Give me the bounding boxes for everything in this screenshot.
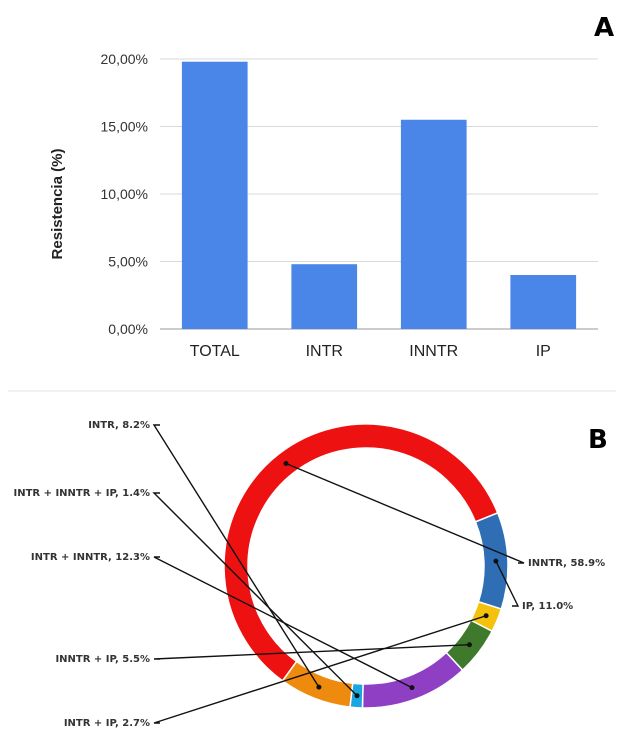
slice-labels: INNTR, 58.9% IP, 11.0% INTR + IP, 2.7% INNT… xyxy=(13,420,605,729)
panel-letter-b: B xyxy=(588,425,608,455)
leader-lines xyxy=(152,424,525,724)
y-tick-label: 15,00% xyxy=(101,119,148,135)
slice-label: INTR + INNTR + IP, 1.4% xyxy=(13,488,150,499)
slice-label: INTR + INNTR, 12.3% xyxy=(31,552,150,563)
leader-line xyxy=(152,424,320,688)
leader-dot xyxy=(409,685,415,691)
category-label: TOTAL xyxy=(190,343,240,360)
leader-dot xyxy=(316,684,322,690)
bar xyxy=(400,119,467,329)
leader-dot xyxy=(354,693,360,699)
leader-dot xyxy=(466,642,472,648)
bars xyxy=(181,61,577,329)
donut-slice xyxy=(361,651,464,709)
bar xyxy=(291,264,358,329)
y-tick-label: 5,00% xyxy=(108,254,148,270)
leader-line xyxy=(285,462,525,564)
leader-line xyxy=(495,560,520,607)
donut-chart-panel: B INNTR, 58.9%IP, 11.0%INTR + IP, 2.7%IN… xyxy=(13,420,607,729)
bar xyxy=(181,61,248,329)
leader-dot xyxy=(493,558,499,564)
bar-chart-panel: A Resistencia (%) 0,00% 5,00% 10,00% 15,00%… xyxy=(49,13,614,360)
y-tick-label: 10,00% xyxy=(101,186,148,202)
y-axis-title: Resistencia (%) xyxy=(49,149,66,260)
y-tick-label: 20,00% xyxy=(101,51,148,67)
leader-line xyxy=(153,615,487,724)
slice-label: INNTR + IP, 5.5% xyxy=(55,654,150,665)
category-label: IP xyxy=(536,343,551,360)
panel-letter-a: A xyxy=(594,13,614,43)
slice-label: INTR + IP, 2.7% xyxy=(64,718,150,729)
category-label: INTR xyxy=(306,343,343,360)
bar xyxy=(510,275,577,329)
leader-dot xyxy=(283,461,289,467)
slice-label: IP, 11.0% xyxy=(522,601,573,612)
y-tick-label: 0,00% xyxy=(108,321,148,337)
leader-line xyxy=(152,492,358,697)
leader-dot xyxy=(483,613,489,619)
donut-slices xyxy=(223,423,509,709)
category-labels: TOTAL INTR INNTR IP xyxy=(190,343,551,360)
leader-line xyxy=(153,644,470,660)
slice-label: INNTR, 58.9% xyxy=(528,558,605,569)
slice-label: INTR, 8.2% xyxy=(88,420,150,431)
donut-slice xyxy=(474,511,509,610)
category-label: INNTR xyxy=(409,343,458,360)
leader-line xyxy=(153,556,413,689)
y-tick-labels: 0,00% 5,00% 10,00% 15,00% 20,00% xyxy=(101,51,148,337)
